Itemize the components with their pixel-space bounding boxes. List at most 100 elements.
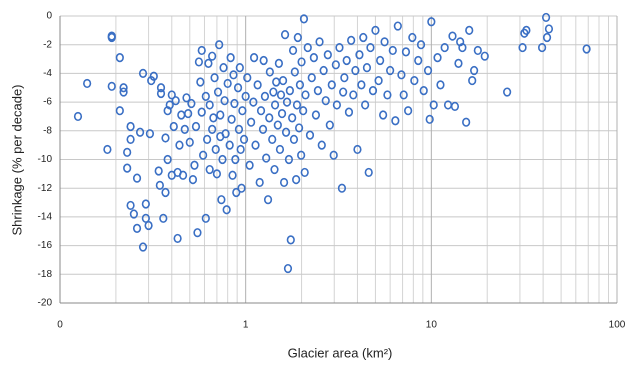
point: [386, 65, 395, 76]
point: [295, 123, 304, 133]
point: [292, 100, 302, 110]
point: [351, 65, 360, 76]
point: [278, 75, 288, 86]
point: [193, 228, 202, 238]
point: [388, 45, 397, 56]
point: [538, 42, 547, 53]
point: [448, 31, 457, 41]
point: [241, 91, 250, 101]
point: [315, 37, 324, 47]
point: [292, 174, 301, 185]
point: [156, 83, 166, 93]
point: [321, 96, 330, 106]
point: [238, 106, 247, 116]
point: [300, 167, 309, 178]
point: [205, 164, 214, 175]
point: [258, 124, 268, 134]
point: [280, 30, 290, 40]
point: [339, 87, 348, 97]
point: [286, 235, 295, 245]
y-tick-label: -20: [38, 298, 53, 309]
point: [129, 209, 138, 219]
point: [219, 63, 228, 73]
point: [288, 113, 297, 123]
point: [379, 110, 388, 120]
point: [230, 98, 239, 109]
point: [265, 113, 274, 123]
point: [473, 45, 482, 56]
point: [190, 160, 199, 170]
y-tick-label: -4: [43, 68, 52, 79]
y-tick-label: 0: [46, 11, 52, 22]
point: [161, 187, 170, 198]
point: [234, 124, 244, 134]
point: [138, 68, 148, 78]
point: [309, 53, 318, 63]
point: [173, 233, 182, 244]
point: [251, 140, 260, 150]
point: [222, 205, 231, 215]
point: [159, 213, 168, 223]
point: [232, 187, 241, 198]
point: [293, 32, 302, 43]
point: [347, 35, 356, 45]
point: [323, 50, 332, 60]
point: [203, 134, 212, 145]
point: [518, 42, 527, 53]
point: [212, 169, 222, 179]
point: [249, 97, 258, 107]
point: [208, 124, 217, 134]
point: [205, 100, 214, 110]
x-tick-label: 1: [243, 320, 249, 331]
point: [107, 81, 116, 91]
point: [270, 164, 279, 175]
y-tick-label: -10: [38, 154, 53, 165]
point: [454, 58, 463, 68]
point: [393, 21, 402, 31]
point: [353, 144, 362, 155]
point: [480, 51, 489, 61]
point: [303, 42, 312, 53]
point: [182, 93, 191, 103]
point: [359, 32, 368, 43]
point: [126, 200, 135, 211]
point: [253, 80, 262, 90]
point: [290, 67, 299, 77]
grid: [59, 15, 618, 304]
point: [197, 107, 206, 117]
point: [141, 199, 150, 209]
point: [243, 73, 252, 83]
point: [149, 71, 158, 81]
point: [361, 100, 370, 110]
point: [208, 51, 217, 61]
point: [582, 44, 591, 54]
point: [317, 140, 326, 150]
point: [216, 110, 225, 120]
point: [364, 167, 373, 178]
points: [73, 12, 591, 274]
point: [340, 73, 349, 83]
point: [218, 154, 227, 165]
point: [265, 67, 274, 77]
point: [144, 220, 153, 231]
point: [274, 58, 283, 68]
point: [213, 87, 223, 97]
point: [209, 113, 218, 123]
point: [355, 50, 364, 60]
point: [542, 32, 552, 43]
point: [227, 114, 236, 124]
y-tick-label: -14: [38, 212, 53, 223]
point: [349, 90, 358, 100]
point: [425, 114, 434, 124]
point: [239, 134, 249, 145]
point: [188, 174, 198, 185]
point: [544, 24, 554, 34]
point: [235, 63, 244, 73]
point: [237, 183, 246, 193]
point: [268, 134, 277, 145]
y-tick-label: -2: [43, 39, 52, 50]
y-tick-label: -18: [38, 269, 53, 280]
point: [211, 144, 220, 155]
